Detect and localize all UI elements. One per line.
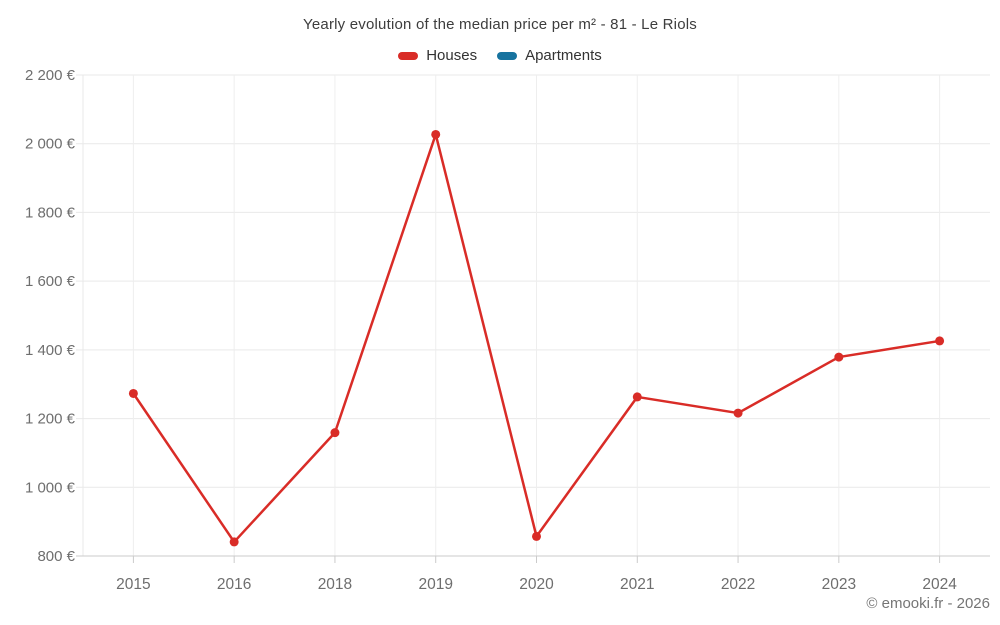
data-point[interactable] bbox=[229, 537, 239, 547]
legend-item-houses[interactable]: Houses bbox=[398, 47, 477, 64]
x-axis-tick-label: 2018 bbox=[318, 576, 352, 593]
x-axis-tick-label: 2021 bbox=[620, 576, 654, 593]
data-point[interactable] bbox=[330, 428, 340, 438]
legend-item-apartments[interactable]: Apartments bbox=[497, 47, 602, 64]
x-axis-tick-label: 2020 bbox=[519, 576, 554, 593]
y-axis-tick-label: 2 200 € bbox=[25, 67, 76, 84]
y-axis-tick-label: 1 800 € bbox=[25, 204, 76, 221]
x-axis-tick-label: 2022 bbox=[721, 576, 755, 593]
data-point[interactable] bbox=[935, 336, 945, 346]
y-axis-tick-label: 1 600 € bbox=[25, 273, 76, 290]
data-point[interactable] bbox=[532, 531, 541, 541]
houses-legend-label: Houses bbox=[426, 47, 478, 64]
y-axis-tick-label: 1 400 € bbox=[25, 342, 76, 359]
data-point[interactable] bbox=[128, 388, 138, 398]
y-axis-tick-label: 1 200 € bbox=[25, 411, 76, 428]
y-axis-tick-label: 1 000 € bbox=[25, 479, 76, 496]
data-point[interactable] bbox=[733, 408, 743, 418]
apartments-legend-swatch bbox=[497, 51, 518, 60]
apartments-legend-label: Apartments bbox=[525, 47, 602, 64]
x-axis-tick-label: 2019 bbox=[418, 576, 452, 593]
x-axis-tick-label: 2015 bbox=[116, 576, 150, 593]
x-axis-tick-label: 2024 bbox=[922, 576, 957, 593]
houses-legend-swatch bbox=[398, 51, 419, 60]
data-point[interactable] bbox=[834, 352, 844, 362]
data-point[interactable] bbox=[431, 129, 441, 139]
copyright-credit: © emooki.fr - 2026 bbox=[866, 595, 990, 612]
y-axis-tick-label: 800 € bbox=[37, 548, 75, 565]
x-axis-tick-label: 2016 bbox=[217, 576, 251, 593]
x-axis-tick-label: 2023 bbox=[822, 576, 856, 593]
legend: Houses Apartments bbox=[0, 47, 1000, 64]
chart-title: Yearly evolution of the median price per… bbox=[303, 16, 697, 33]
data-point[interactable] bbox=[632, 392, 642, 402]
y-axis-tick-label: 2 000 € bbox=[25, 136, 76, 153]
